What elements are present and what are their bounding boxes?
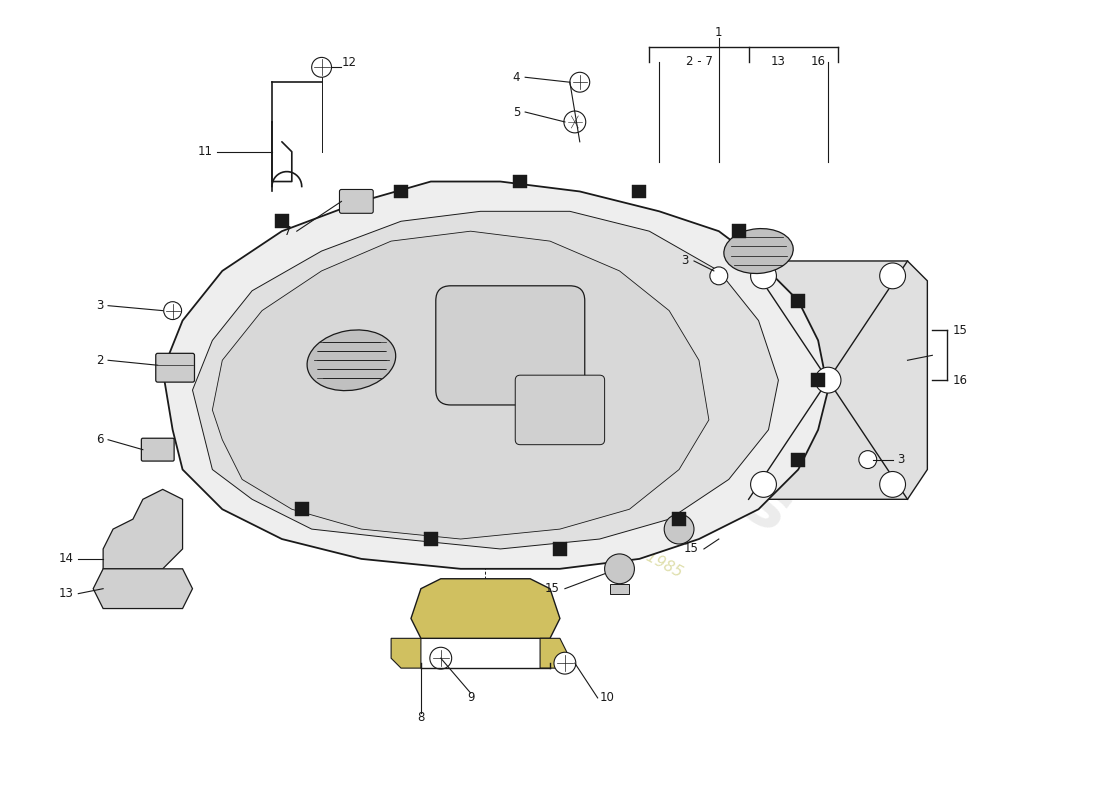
Polygon shape (192, 211, 779, 549)
Text: 8: 8 (417, 711, 425, 724)
Text: 13: 13 (58, 587, 74, 600)
Polygon shape (212, 231, 708, 539)
Bar (732, 224, 746, 238)
Text: 16: 16 (953, 374, 967, 386)
Bar (811, 373, 825, 387)
Text: 15: 15 (546, 582, 560, 595)
Circle shape (554, 652, 575, 674)
Bar (791, 453, 805, 466)
Ellipse shape (307, 330, 396, 390)
Text: 3: 3 (682, 254, 689, 267)
Polygon shape (411, 578, 560, 638)
Text: 15: 15 (953, 324, 967, 337)
Polygon shape (728, 341, 749, 420)
Bar (791, 294, 805, 308)
Polygon shape (94, 569, 192, 609)
Bar (295, 502, 309, 516)
Polygon shape (163, 182, 828, 569)
Polygon shape (103, 490, 183, 569)
FancyBboxPatch shape (436, 286, 585, 405)
Circle shape (605, 554, 635, 584)
Bar (394, 185, 408, 198)
Circle shape (710, 267, 728, 285)
Text: 12: 12 (341, 56, 356, 69)
Circle shape (750, 471, 777, 498)
Text: 1: 1 (715, 26, 723, 39)
Text: 11: 11 (197, 146, 212, 158)
Text: 9: 9 (466, 691, 474, 705)
Bar (514, 174, 527, 189)
FancyBboxPatch shape (515, 375, 605, 445)
Text: 5: 5 (513, 106, 520, 118)
FancyBboxPatch shape (340, 190, 373, 214)
Text: 13: 13 (771, 55, 785, 69)
Circle shape (570, 72, 590, 92)
Bar (632, 185, 647, 198)
FancyBboxPatch shape (142, 438, 174, 461)
Text: 3: 3 (898, 453, 905, 466)
Polygon shape (728, 261, 927, 499)
Text: a passion for parts since 1985: a passion for parts since 1985 (474, 458, 685, 580)
Text: 7: 7 (284, 225, 292, 238)
Circle shape (750, 263, 777, 289)
Text: 2 - 7: 2 - 7 (685, 55, 713, 69)
Text: 14: 14 (58, 552, 74, 566)
Bar (672, 512, 686, 526)
FancyBboxPatch shape (156, 354, 195, 382)
Bar (553, 542, 566, 556)
Circle shape (664, 514, 694, 544)
Polygon shape (392, 638, 421, 668)
Text: 10: 10 (600, 691, 615, 705)
Text: 3: 3 (96, 299, 103, 312)
Circle shape (311, 58, 331, 78)
Circle shape (164, 302, 182, 319)
Text: 6: 6 (96, 434, 103, 446)
Circle shape (564, 111, 585, 133)
Circle shape (880, 471, 905, 498)
Polygon shape (540, 638, 570, 668)
Circle shape (815, 367, 842, 393)
Bar (609, 584, 629, 594)
Text: 2: 2 (96, 354, 103, 366)
Bar (424, 532, 438, 546)
Text: 4: 4 (513, 70, 520, 84)
Circle shape (880, 263, 905, 289)
Text: 15: 15 (684, 542, 699, 555)
Circle shape (430, 647, 452, 669)
Text: 16: 16 (811, 55, 826, 69)
Ellipse shape (724, 229, 793, 274)
Circle shape (859, 450, 877, 469)
Bar (275, 214, 289, 228)
Text: eurospares: eurospares (398, 292, 801, 548)
